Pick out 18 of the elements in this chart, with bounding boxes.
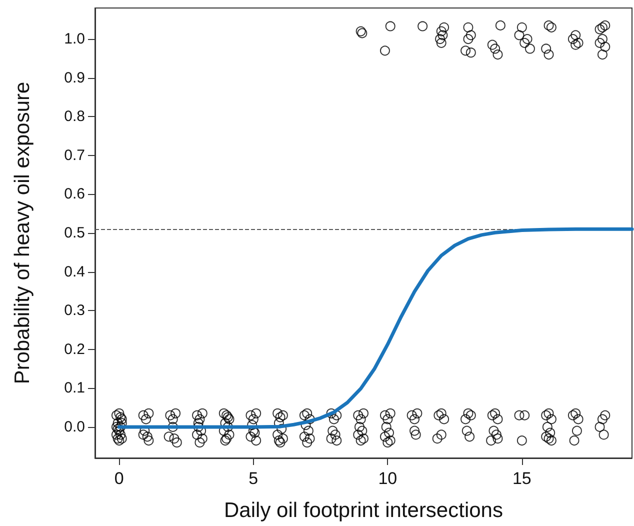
y-tick-label: 0.0 (64, 418, 85, 436)
y-tick-label: 0.8 (64, 108, 85, 126)
y-tick-label: 0.1 (64, 380, 85, 397)
y-tick-label: 0.2 (64, 340, 85, 358)
x-tick-label: 0 (114, 469, 124, 488)
y-tick-label: 0.7 (64, 146, 85, 164)
y-tick-label: 0.5 (64, 224, 85, 242)
x-axis-title: Daily oil footprint intersections (224, 499, 503, 522)
y-tick-label: 0.9 (64, 69, 85, 86)
line-series (117, 227, 634, 429)
y-axis-title: Probability of heavy oil exposure (11, 82, 34, 384)
y-tick-label: 0.3 (64, 302, 85, 320)
y-tick-label: 0.6 (64, 186, 85, 203)
x-tick-label: 15 (512, 469, 532, 488)
x-tick-label: 5 (248, 469, 258, 488)
x-tick-label: 10 (378, 469, 398, 488)
y-tick-label: 0.4 (64, 263, 85, 280)
y-tick-label: 1.0 (64, 30, 85, 48)
